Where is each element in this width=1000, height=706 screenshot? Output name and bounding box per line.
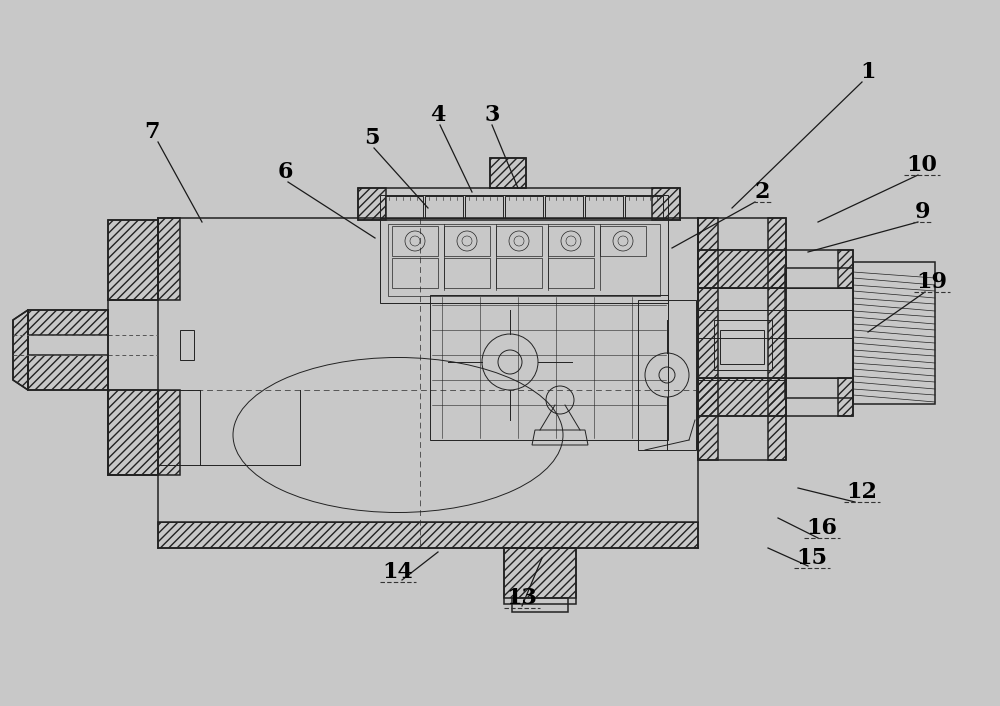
Bar — [425, 196, 463, 218]
Text: 9: 9 — [914, 201, 930, 223]
Bar — [548, 258, 594, 288]
Bar — [600, 226, 646, 256]
Text: 13: 13 — [507, 587, 537, 609]
Bar — [714, 320, 772, 370]
Text: 19: 19 — [916, 271, 948, 293]
Bar — [180, 330, 194, 360]
Bar — [698, 310, 786, 380]
Bar — [698, 250, 853, 288]
Bar — [380, 195, 668, 218]
Bar — [548, 226, 594, 256]
Bar — [698, 218, 786, 460]
Bar — [785, 268, 853, 398]
Text: 14: 14 — [383, 561, 413, 583]
Text: 5: 5 — [364, 127, 380, 149]
Bar — [496, 258, 542, 288]
Text: 2: 2 — [754, 181, 770, 203]
Text: 4: 4 — [430, 104, 446, 126]
Bar — [504, 548, 576, 604]
Bar — [720, 330, 764, 364]
Bar — [585, 196, 623, 218]
Bar — [505, 196, 543, 218]
Text: 3: 3 — [484, 104, 500, 126]
Bar — [392, 226, 438, 256]
Bar — [625, 196, 663, 218]
Bar — [380, 218, 668, 303]
Text: 16: 16 — [806, 517, 838, 539]
Bar — [385, 196, 423, 218]
Text: 6: 6 — [277, 161, 293, 183]
Bar — [465, 196, 503, 218]
Bar — [853, 262, 935, 404]
Text: 7: 7 — [144, 121, 160, 143]
Text: 15: 15 — [796, 547, 828, 569]
Bar — [512, 598, 568, 612]
Bar — [430, 295, 668, 440]
Bar — [444, 258, 490, 288]
Text: 12: 12 — [846, 481, 878, 503]
Bar — [490, 158, 526, 188]
Bar — [28, 310, 108, 390]
Bar — [388, 224, 660, 296]
Bar — [638, 300, 696, 450]
Text: 1: 1 — [860, 61, 876, 83]
Bar — [545, 196, 583, 218]
Bar — [392, 258, 438, 288]
Bar — [496, 226, 542, 256]
Bar — [444, 226, 490, 256]
Bar — [698, 378, 853, 416]
Text: 10: 10 — [907, 154, 937, 176]
Bar — [358, 188, 680, 220]
